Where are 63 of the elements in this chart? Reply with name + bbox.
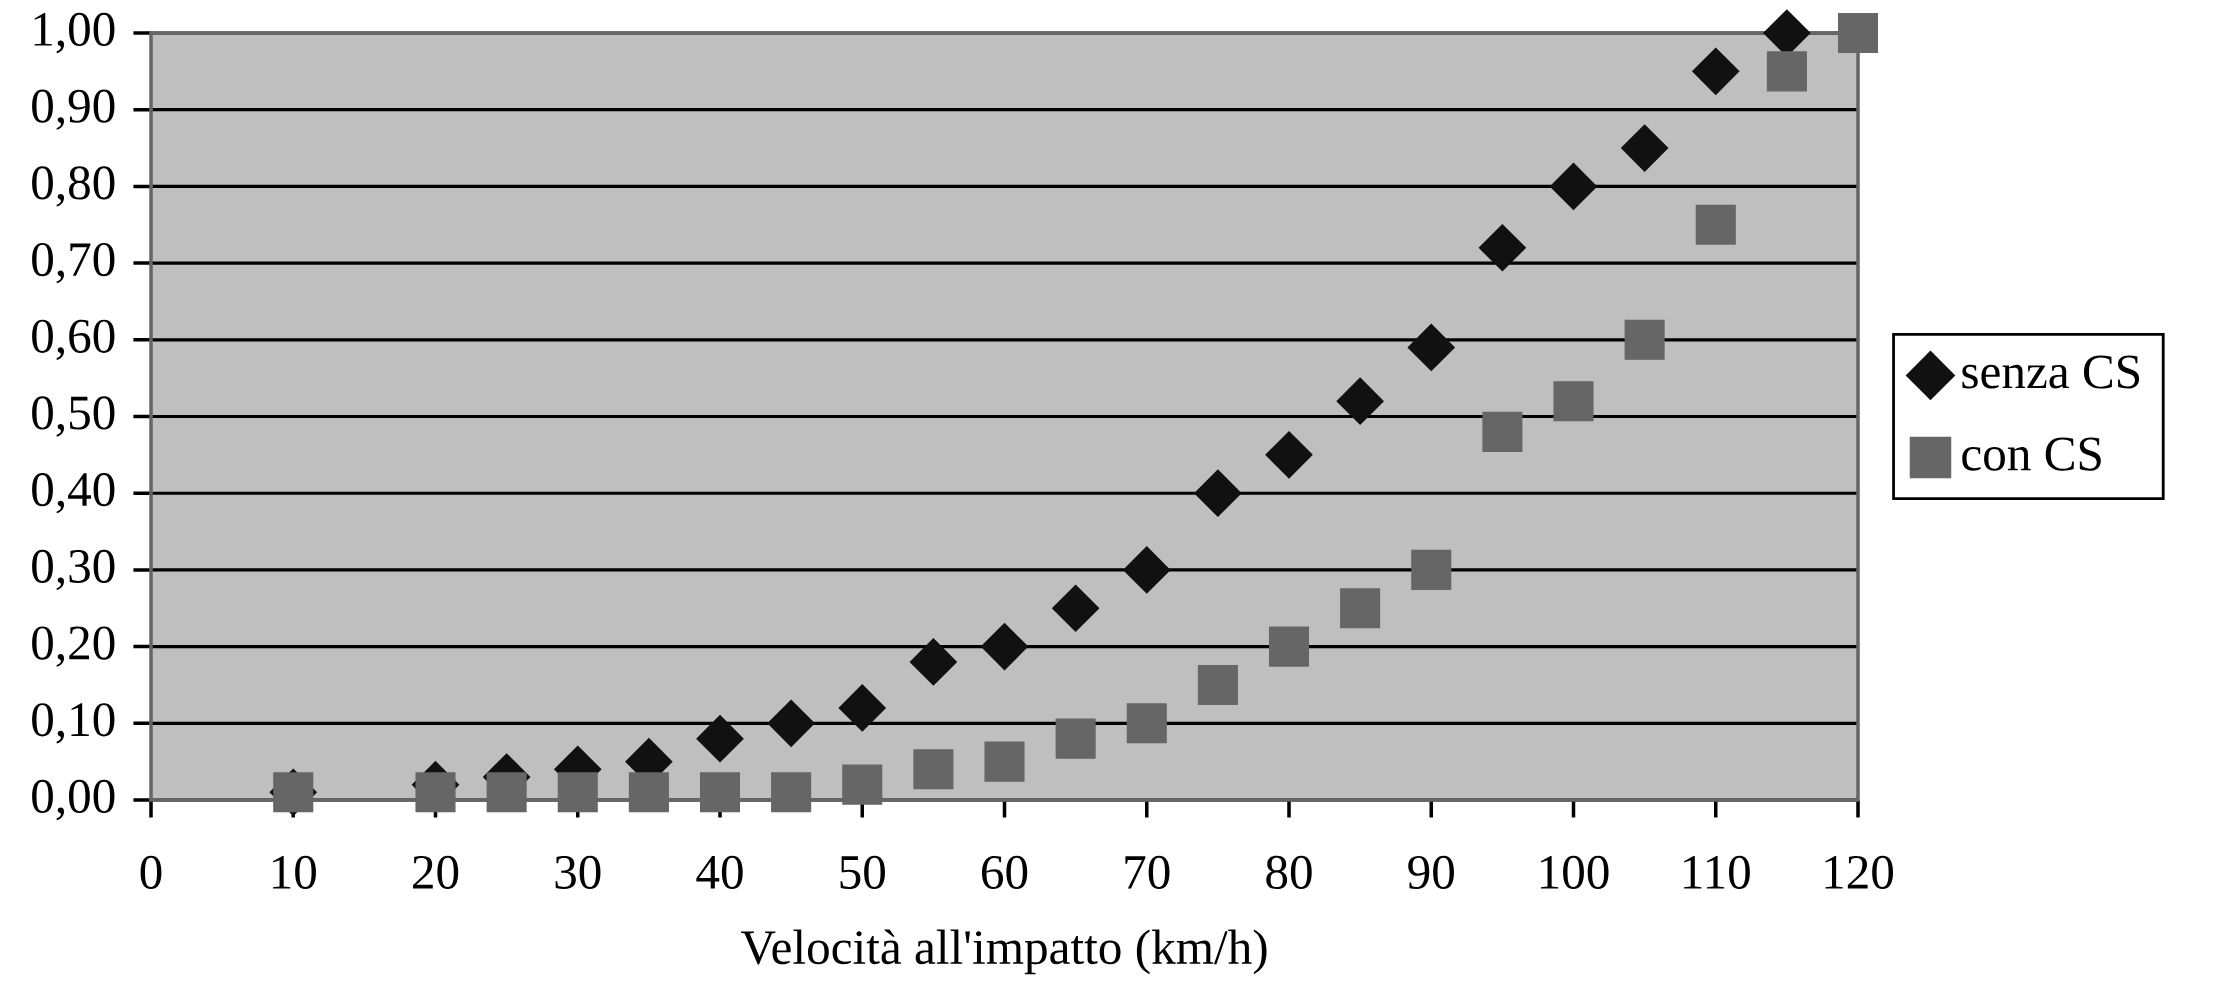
point	[838, 684, 886, 732]
x-tick-label: 10	[272, 855, 316, 889]
point	[1123, 546, 1171, 594]
point	[909, 638, 957, 686]
x-tick-label: 60	[982, 855, 1028, 889]
point	[1553, 381, 1594, 422]
y-tick-label: 0,00	[32, 779, 115, 821]
point	[557, 772, 598, 813]
x-tick-label: 50	[840, 855, 885, 889]
point	[1268, 626, 1310, 667]
y-tick-label: 0,80	[32, 166, 115, 207]
x-tick-label: 100	[1540, 855, 1609, 889]
point	[1340, 588, 1381, 629]
legend-label: con CS	[1962, 437, 2101, 471]
y-tick-label: 0,90	[32, 89, 115, 130]
point	[1766, 51, 1807, 92]
point	[771, 772, 812, 813]
point	[984, 741, 1025, 782]
point	[1197, 664, 1238, 705]
point	[1624, 319, 1665, 360]
point	[980, 623, 1029, 671]
point	[913, 749, 954, 790]
x-tick-label: 90	[1408, 855, 1454, 889]
legend-label: senza CS	[1962, 355, 2140, 389]
point	[486, 772, 527, 813]
point	[1411, 549, 1452, 590]
point	[1265, 431, 1313, 479]
y-tick-label: 0,40	[32, 473, 115, 514]
point	[767, 699, 815, 747]
point	[696, 715, 744, 763]
point	[1336, 377, 1384, 425]
point	[1407, 323, 1455, 372]
point	[1549, 162, 1598, 210]
point	[1695, 204, 1736, 245]
point	[699, 772, 741, 813]
point	[842, 764, 883, 805]
x-tick-label: 120	[1825, 855, 1894, 889]
y-tick-label: 1,00	[34, 12, 115, 54]
point	[1482, 411, 1523, 452]
point	[1052, 584, 1100, 632]
point	[1126, 703, 1167, 744]
point	[1692, 47, 1740, 95]
x-tick-label: 20	[413, 855, 459, 889]
y-tick-label: 0,20	[32, 626, 115, 667]
y-tick-label: 0,30	[32, 549, 115, 591]
x-tick-label: 80	[1266, 855, 1312, 889]
y-tick-label: 0,50	[32, 396, 115, 437]
point	[273, 772, 314, 813]
x-tick-label: 0	[140, 855, 162, 889]
point	[1055, 718, 1096, 759]
point	[1194, 469, 1242, 517]
y-tick-label: 0,10	[32, 703, 115, 744]
x-tick-label: 110	[1684, 855, 1750, 889]
x-axis-title: Velocità all'impatto (km/h)	[741, 929, 1267, 975]
point	[1621, 124, 1669, 172]
x-tick-label: 30	[555, 855, 601, 889]
x-tick-label: 70	[1125, 855, 1170, 889]
y-tick-label: 0,60	[32, 319, 115, 360]
x-tick-label: 40	[696, 855, 743, 889]
point	[1837, 12, 1879, 54]
y-tick-label: 0,70	[32, 242, 115, 284]
point	[628, 772, 669, 813]
point	[1478, 224, 1526, 272]
